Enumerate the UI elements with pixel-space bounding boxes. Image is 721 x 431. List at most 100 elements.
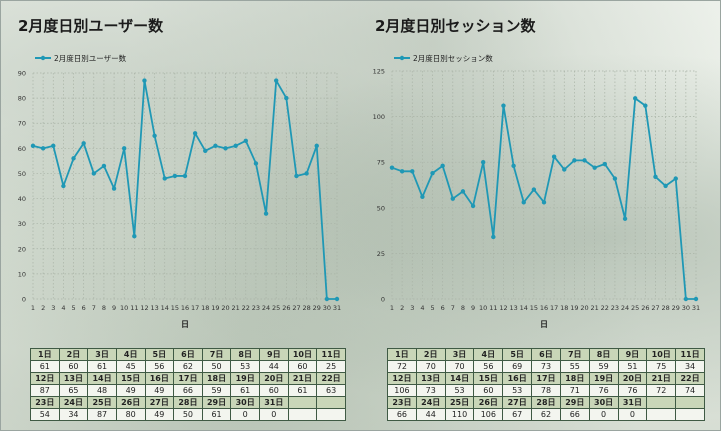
day-value-cell: 62 (531, 408, 561, 421)
x-tick-label: 15 (530, 304, 538, 312)
y-tick-label: 125 (373, 68, 385, 76)
data-point (334, 296, 340, 302)
day-value-cell: 106 (387, 384, 417, 397)
day-header-cell: 2日 (415, 348, 446, 361)
x-tick-label: 30 (682, 304, 690, 312)
day-value-cell: 0 (588, 408, 619, 421)
day-value-cell: 70 (444, 360, 475, 373)
data-point (253, 161, 259, 166)
day-header-cell: 21日 (646, 372, 677, 385)
day-value-cell: 54 (30, 408, 60, 421)
x-tick-label: 27 (292, 304, 300, 312)
day-header-cell: 30日 (230, 396, 260, 409)
data-point (389, 165, 395, 170)
day-header-cell: 31日 (617, 396, 648, 409)
data-point (71, 156, 76, 161)
day-header-cell: 6日 (531, 348, 561, 361)
table-header-row: 1日 2日 3日 4日 5日 6日 7日 8日 9日 10日 11日 (387, 348, 705, 361)
day-header-cell: 20日 (259, 372, 289, 385)
x-tick-label: 11 (130, 304, 138, 312)
day-value-cell: 71 (559, 384, 590, 397)
day-value-cell: 48 (87, 384, 117, 397)
day-header-cell: 11日 (316, 348, 346, 361)
day-value-cell: 51 (617, 360, 648, 373)
day-value-cell: 34 (675, 360, 705, 373)
x-tick-label: 13 (509, 304, 517, 312)
y-tick-label: 90 (18, 70, 26, 78)
day-header-cell: 23日 (387, 396, 417, 409)
x-tick-label: 14 (161, 304, 169, 312)
table-header-row: 12日 13日 14日 15日 16日 17日 18日 19日 20日 21日 22日 (387, 372, 705, 385)
x-tick-label: 19 (211, 304, 219, 312)
day-header-cell: 2日 (58, 348, 89, 361)
day-value-cell: 49 (144, 384, 175, 397)
day-header-cell: 4日 (115, 348, 146, 361)
data-point (294, 173, 299, 179)
x-tick-label: 13 (150, 304, 158, 312)
data-point (440, 163, 445, 169)
x-tick-label: 22 (242, 304, 250, 312)
day-header-cell: 16日 (144, 372, 175, 385)
day-header-cell (287, 396, 318, 409)
day-header-cell: 13日 (415, 372, 446, 385)
x-tick-label: 29 (672, 304, 680, 312)
data-point (663, 183, 668, 189)
y-tick-label: 60 (18, 145, 26, 153)
x-tick-label: 7 (451, 304, 455, 312)
y-tick-label: 80 (18, 95, 26, 103)
data-point (324, 296, 330, 302)
data-point (263, 211, 269, 216)
users-daily-table: 1日 2日 3日 4日 5日 6日 7日 8日 9日 10日 11日 61 60 61 45 56 62 50 53… (30, 348, 346, 421)
day-header-cell: 22日 (316, 372, 346, 385)
x-tick-label: 11 (489, 304, 497, 312)
day-header-cell: 26日 (473, 396, 504, 409)
day-value-cell: 61 (287, 384, 318, 397)
day-value-cell: 78 (531, 384, 561, 397)
day-value-cell: 25 (316, 360, 346, 373)
day-value-cell: 34 (58, 408, 89, 421)
data-point (203, 148, 208, 154)
day-value-cell: 44 (259, 360, 289, 373)
data-point (40, 146, 46, 151)
data-point (633, 96, 638, 101)
data-point (460, 189, 466, 194)
day-header-cell: 18日 (201, 372, 232, 385)
x-tick-label: 28 (302, 304, 310, 312)
x-tick-label: 16 (540, 304, 548, 312)
day-header-cell: 12日 (30, 372, 60, 385)
day-value-cell: 62 (173, 360, 203, 373)
data-point (61, 183, 66, 189)
day-value-cell: 66 (559, 408, 590, 421)
x-tick-label: 23 (611, 304, 619, 312)
day-value-cell: 56 (144, 360, 175, 373)
day-value-cell: 55 (559, 360, 590, 373)
table-header-row: 23日 24日 25日 26日 27日 28日 29日 30日 31日 (387, 396, 705, 409)
day-value-cell: 87 (30, 384, 60, 397)
day-header-cell: 31日 (259, 396, 289, 409)
day-value-cell: 65 (58, 384, 89, 397)
x-tick-label: 28 (661, 304, 669, 312)
day-value-cell (316, 408, 346, 421)
day-value-cell: 66 (173, 384, 203, 397)
day-value-cell: 50 (173, 408, 203, 421)
data-point (643, 103, 648, 108)
data-point (30, 143, 36, 149)
day-header-cell: 12日 (387, 372, 417, 385)
x-tick-label: 8 (461, 304, 465, 312)
day-header-cell: 7日 (201, 348, 232, 361)
x-tick-label: 26 (641, 304, 649, 312)
data-point (132, 234, 137, 239)
data-point (602, 161, 607, 167)
data-point (481, 160, 486, 165)
day-value-cell: 61 (87, 360, 117, 373)
day-header-cell: 9日 (259, 348, 289, 361)
day-header-cell: 19日 (230, 372, 260, 385)
day-header-cell: 3日 (87, 348, 117, 361)
y-tick-label: 20 (18, 245, 26, 253)
legend-marker (399, 55, 405, 61)
day-value-cell: 0 (259, 408, 289, 421)
table-value-row: 66 44 110 106 67 62 66 0 0 (387, 408, 705, 421)
data-point (142, 78, 147, 83)
x-tick-label: 25 (631, 304, 639, 312)
